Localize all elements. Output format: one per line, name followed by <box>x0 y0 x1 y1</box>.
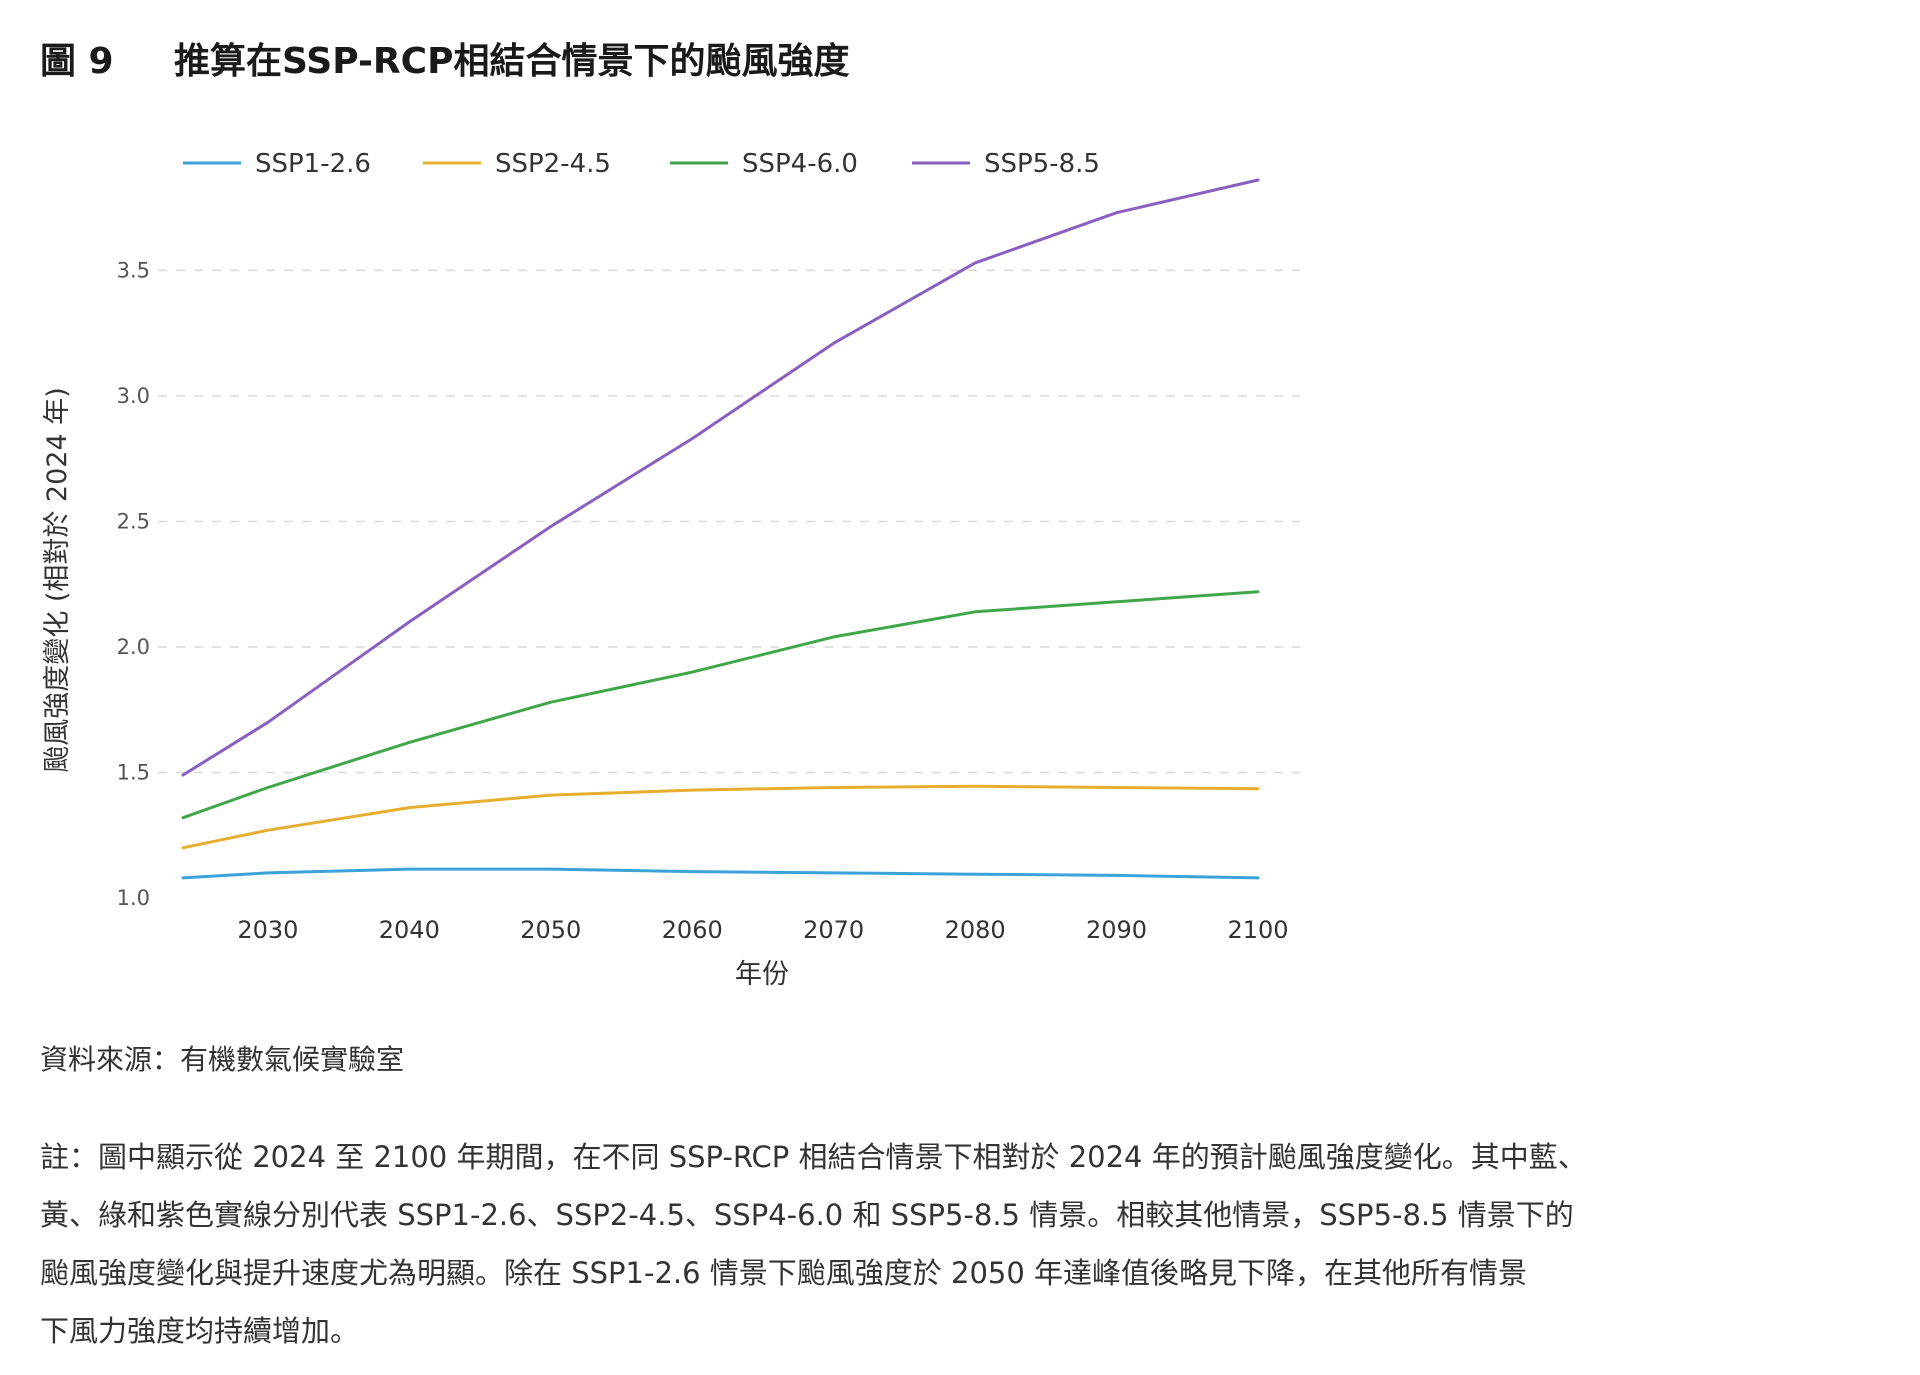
y-axis-title: 颱風強度變化 (相對於 2024 年) <box>42 387 73 773</box>
figure-note: 註：圖中顯示從 2024 至 2100 年期間，在不同 SSP-RCP 相結合情… <box>40 1128 1902 1360</box>
y-axis-ticks: 1.0 1.5 2.0 2.5 3.0 3.5 <box>117 258 150 910</box>
source-note: 資料來源：有機數氣候實驗室 <box>40 1043 405 1076</box>
x-tick-label: 2080 <box>945 916 1006 944</box>
note-line: 颱風強度變化與提升速度尤為明顯。除在 SSP1-2.6 情景下颱風強度於 205… <box>40 1256 1528 1290</box>
note-line: 黃、綠和紫色實線分別代表 SSP1-2.6、SSP2-4.5、SSP4-6.0 … <box>40 1198 1574 1232</box>
figure-header: 圖 9 推算在SSP-RCP相結合情景下的颱風強度 <box>40 28 849 88</box>
note-line: 下風力強度均持續增加。 <box>40 1314 360 1348</box>
x-tick-label: 2030 <box>237 916 298 944</box>
series-line-ssp4-6.0 <box>181 590 1260 820</box>
x-tick-label: 2060 <box>662 916 723 944</box>
x-tick-label: 2050 <box>520 916 581 944</box>
figure-label: 圖 9 <box>40 41 114 82</box>
y-tick-label: 3.5 <box>117 258 150 282</box>
series-line-ssp1-2.6 <box>181 867 1260 880</box>
grid-lines <box>158 269 1300 774</box>
figure-title: 推算在SSP-RCP相結合情景下的颱風強度 <box>174 41 850 82</box>
typhoon-intensity-line-chart: 1.01.52.02.53.03.5 2030 2040 2050 2060 2070 2… <box>42 149 1300 990</box>
y-tick-label: 2.5 <box>117 509 150 533</box>
y-tick-label: 3.0 <box>117 384 150 408</box>
x-tick-label: 2070 <box>803 916 864 944</box>
x-tick-label: 2040 <box>379 916 440 944</box>
y-tick-label: 1.5 <box>117 760 150 784</box>
y-tick-label: 1.0 <box>117 886 150 910</box>
x-tick-label: 2090 <box>1086 916 1147 944</box>
series-line-ssp2-4.5 <box>181 784 1260 850</box>
series-line-ssp5-8.5 <box>181 178 1260 777</box>
x-axis-ticks: 2030 2040 2050 2060 2070 2080 2090 2100 <box>237 916 1288 944</box>
y-tick-label: 2.0 <box>117 635 150 659</box>
legend-label: SSP4-6.0 <box>742 149 858 179</box>
legend-label: SSP5-8.5 <box>984 149 1100 179</box>
x-axis-title: 年份 <box>735 959 789 990</box>
series-lines <box>181 178 1260 880</box>
legend-label: SSP2-4.5 <box>495 149 611 179</box>
x-tick-label: 2100 <box>1227 916 1288 944</box>
note-line: 註：圖中顯示從 2024 至 2100 年期間，在不同 SSP-RCP 相結合情… <box>40 1140 1587 1174</box>
legend: SSP1-2.6 SSP2-4.5 SSP4-6.0 SSP5-8.5 <box>183 149 1100 179</box>
legend-label: SSP1-2.6 <box>255 149 371 179</box>
